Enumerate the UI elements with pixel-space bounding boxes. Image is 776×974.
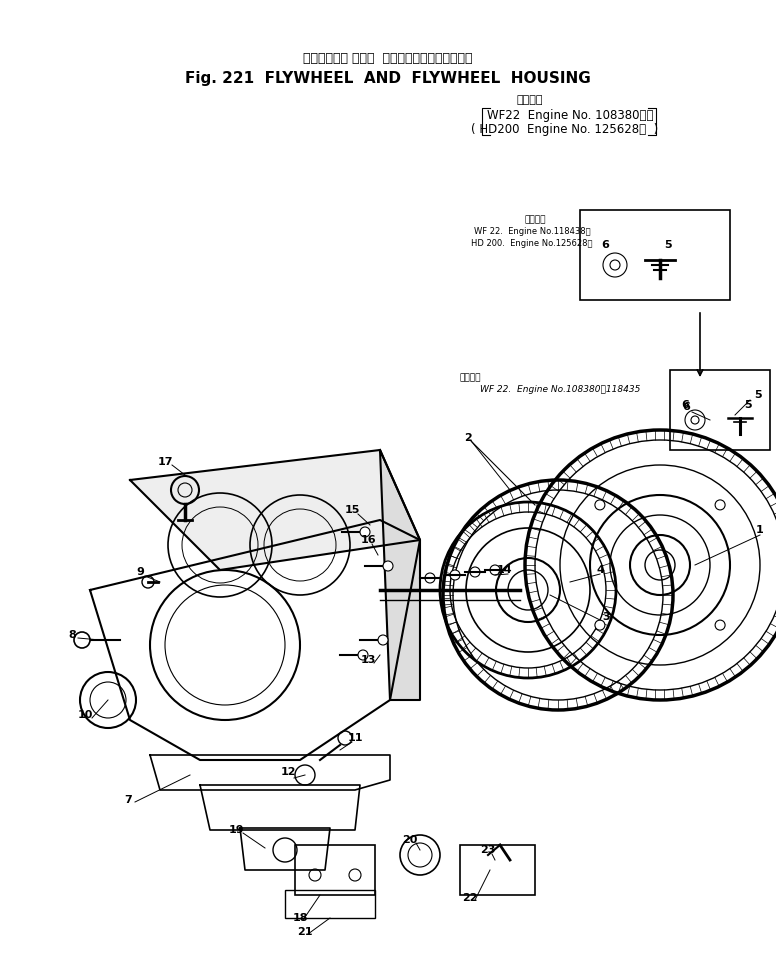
Text: 19: 19 bbox=[229, 825, 244, 835]
Text: Fig. 221  FLYWHEEL  AND  FLYWHEEL  HOUSING: Fig. 221 FLYWHEEL AND FLYWHEEL HOUSING bbox=[185, 70, 591, 86]
Text: WF 22.  Engine No.118438～: WF 22. Engine No.118438～ bbox=[473, 228, 591, 237]
Text: 5: 5 bbox=[744, 400, 752, 410]
Polygon shape bbox=[200, 785, 360, 830]
Text: 11: 11 bbox=[347, 733, 362, 743]
Circle shape bbox=[358, 650, 368, 660]
Circle shape bbox=[715, 620, 725, 630]
Circle shape bbox=[378, 635, 388, 645]
Text: 3: 3 bbox=[602, 612, 610, 622]
Text: 16: 16 bbox=[360, 535, 376, 545]
Circle shape bbox=[360, 527, 370, 537]
Circle shape bbox=[383, 561, 393, 571]
Text: 6: 6 bbox=[601, 240, 609, 250]
Text: 2: 2 bbox=[464, 433, 472, 443]
Text: フライホール および  フライホイールハウジング: フライホール および フライホイールハウジング bbox=[303, 52, 473, 64]
Polygon shape bbox=[380, 450, 420, 700]
Circle shape bbox=[715, 500, 725, 510]
Text: 5: 5 bbox=[664, 240, 672, 250]
Circle shape bbox=[595, 620, 605, 630]
Polygon shape bbox=[90, 520, 420, 760]
Text: WF22  Engine No. 108380～）: WF22 Engine No. 108380～） bbox=[487, 108, 653, 122]
Text: 14: 14 bbox=[497, 565, 513, 575]
Text: 4: 4 bbox=[596, 565, 604, 575]
Text: 6: 6 bbox=[681, 400, 689, 410]
Bar bbox=[285, 890, 375, 918]
Text: 18: 18 bbox=[293, 913, 308, 923]
Bar bbox=[460, 845, 535, 895]
Bar bbox=[295, 845, 375, 895]
Text: WF 22.  Engine No.108380～118435: WF 22. Engine No.108380～118435 bbox=[480, 386, 640, 394]
Text: 適用号機: 適用号機 bbox=[525, 215, 546, 224]
Text: 適用号機: 適用号機 bbox=[517, 95, 543, 105]
Text: 10: 10 bbox=[78, 710, 92, 720]
Text: 適用号機: 適用号機 bbox=[460, 373, 481, 383]
Circle shape bbox=[425, 573, 435, 583]
Circle shape bbox=[450, 570, 460, 580]
Polygon shape bbox=[130, 450, 420, 570]
Bar bbox=[580, 210, 730, 300]
Text: ( HD200  Engine No. 125628～  ): ( HD200 Engine No. 125628～ ) bbox=[471, 124, 659, 136]
Text: 23: 23 bbox=[480, 845, 496, 855]
Bar bbox=[670, 370, 770, 450]
Text: 1: 1 bbox=[756, 525, 764, 535]
Circle shape bbox=[470, 567, 480, 577]
Text: 21: 21 bbox=[297, 927, 313, 937]
Text: 17: 17 bbox=[158, 457, 173, 467]
Text: 12: 12 bbox=[280, 767, 296, 777]
Text: 8: 8 bbox=[68, 630, 76, 640]
Text: 22: 22 bbox=[462, 893, 478, 903]
Circle shape bbox=[490, 565, 500, 575]
Text: 6: 6 bbox=[682, 402, 690, 412]
Polygon shape bbox=[150, 755, 390, 790]
Circle shape bbox=[74, 632, 90, 648]
Text: 15: 15 bbox=[345, 505, 360, 515]
Text: 7: 7 bbox=[124, 795, 132, 805]
Text: 9: 9 bbox=[136, 567, 144, 577]
Polygon shape bbox=[240, 828, 330, 870]
Text: 20: 20 bbox=[402, 835, 417, 845]
Circle shape bbox=[595, 500, 605, 510]
Text: HD 200.  Engine No.125628～: HD 200. Engine No.125628～ bbox=[471, 240, 593, 248]
Text: 13: 13 bbox=[360, 655, 376, 665]
Text: 5: 5 bbox=[754, 390, 762, 400]
